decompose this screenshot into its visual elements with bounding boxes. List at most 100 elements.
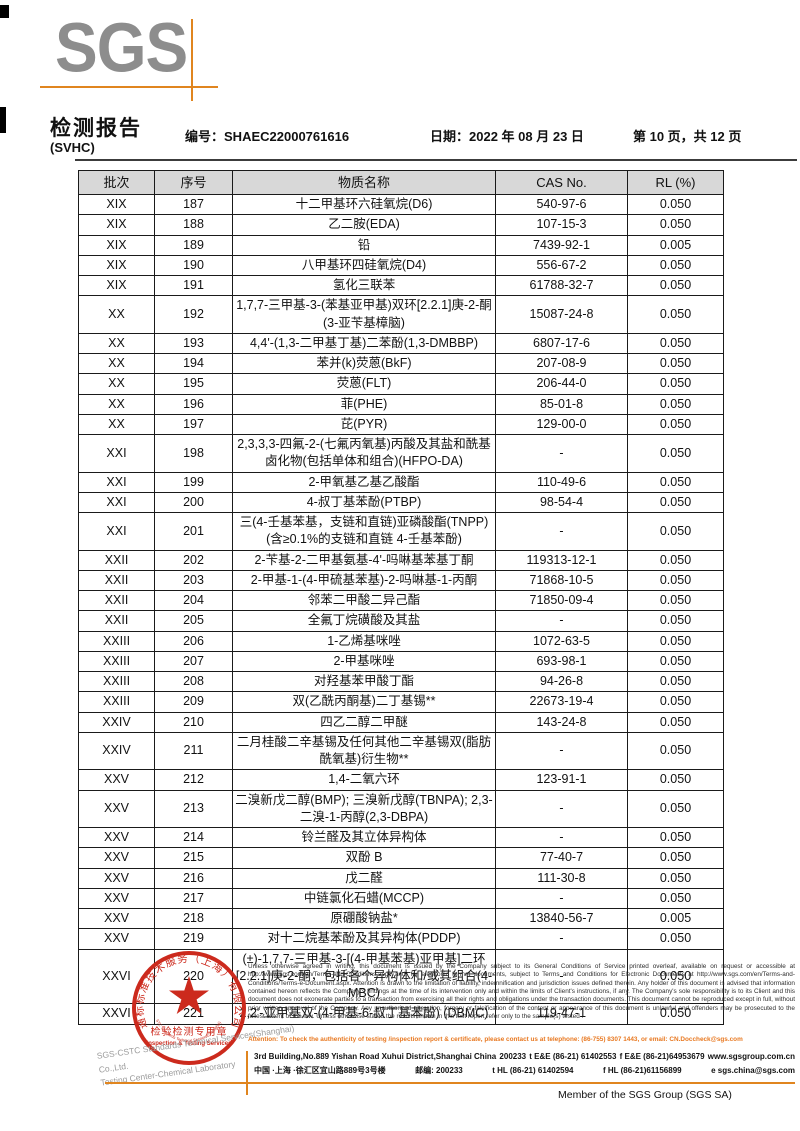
cas-cell: 540-97-6: [495, 193, 628, 216]
seq-cell: 207: [154, 650, 233, 673]
seq-cell: 201: [154, 512, 233, 551]
table-row: XXIII 209 双(乙酰丙酮基)二丁基锡** 22673-19-4 0.050: [78, 691, 724, 713]
seq-cell: 214: [154, 826, 233, 849]
substance-name-cell: 4,4'-(1,3-二甲基丁基)二苯酚(1,3-DMBBP): [232, 332, 496, 355]
cas-cell: 129-00-0: [495, 413, 628, 436]
address-line-cn: 中国 ·上海 ·徐汇区宜山路889号3号楼 邮编: 200233 t HL (8…: [254, 1065, 795, 1076]
cas-cell: 15087-24-8: [495, 295, 628, 334]
sgs-member-text: Member of the SGS Group (SGS SA): [558, 1089, 732, 1101]
scan-artifact: [0, 5, 9, 18]
substance-name-cell: 三(4-壬基苯基，支链和直链)亚磷酸酯(TNPP)(含≥0.1%的支链和直链 4…: [232, 512, 496, 551]
rl-cell: 0.005: [627, 234, 724, 256]
cas-cell: 6807-17-6: [495, 332, 628, 355]
cas-cell: 123-91-1: [495, 769, 628, 791]
rl-cell: 0.050: [627, 295, 724, 334]
rl-cell: 0.050: [627, 847, 724, 869]
cas-cell: 207-08-9: [495, 352, 628, 375]
table-row: XXV 213 二溴新戊二醇(BMP); 三溴新戊醇(TBNPA); 2,3-二溴-…: [78, 789, 724, 828]
cas-cell: -: [495, 826, 628, 849]
table-row: XXII 203 2-甲基-1-(4-甲硫基苯基)-2-吗啉基-1-丙酮 71868-…: [78, 569, 724, 592]
cas-cell: -: [495, 731, 628, 771]
batch-cell: XXV: [78, 907, 155, 930]
col-header-batch: 批次: [78, 170, 155, 195]
address-divider-line: [246, 1051, 248, 1095]
batch-cell: XXV: [78, 826, 155, 849]
table-row: XIX 187 十二甲基环六硅氧烷(D6) 540-97-6 0.050: [78, 193, 724, 216]
batch-cell: XXV: [78, 769, 155, 791]
table-row: XIX 191 氢化三联苯 61788-32-7 0.050: [78, 274, 724, 297]
page-indicator: 第 10 页，共 12 页: [633, 129, 742, 144]
substance-name-cell: 中链氯化石蜡(MCCP): [232, 887, 496, 910]
rl-cell: 0.050: [627, 589, 724, 612]
report-number-label: 编号：: [185, 129, 225, 144]
substance-name-cell: 戊二醛: [232, 867, 496, 889]
table-row: XXVI 220 (±)-1,7,7-三甲基-3-[(4-甲基苯基)亚甲基]二环[2…: [78, 948, 724, 1005]
address-block: 3rd Building,No.889 Yishan Road Xuhui Di…: [254, 1052, 795, 1080]
table-row: XIX 189 铅 7439-92-1 0.005: [78, 234, 724, 256]
substance-name-cell: 2-甲基-1-(4-甲硫基苯基)-2-吗啉基-1-丙酮: [232, 569, 496, 592]
rl-cell: 0.050: [627, 373, 724, 395]
seq-cell: 203: [154, 569, 233, 592]
substance-name-cell: 四乙二醇二甲醚: [232, 711, 496, 733]
rl-cell: 0.050: [627, 569, 724, 592]
rl-cell: 0.050: [627, 731, 724, 771]
rl-cell: 0.050: [627, 670, 724, 693]
website-url[interactable]: www.sgsgroup.com.cn: [707, 1052, 795, 1061]
col-header-cas-no: CAS No.: [495, 170, 628, 195]
col-header-rl: RL (%): [627, 170, 724, 195]
cas-cell: 77-40-7: [495, 847, 628, 869]
batch-cell: XXII: [78, 589, 155, 612]
batch-cell: XX: [78, 352, 155, 375]
report-number: 编号：SHAEC22000761616: [185, 126, 349, 145]
report-date: 日期：2022 年 08 月 23 日: [430, 126, 584, 145]
seq-cell: 212: [154, 769, 233, 791]
seq-cell: 210: [154, 711, 233, 733]
email-address[interactable]: e sgs.china@sgs.com: [711, 1066, 795, 1075]
seq-cell: 189: [154, 234, 233, 256]
batch-cell: XIX: [78, 254, 155, 277]
inspection-stamp: 通标标准技术服务（上海）有限公司 检验检测专用章 Inspection & Te…: [124, 946, 246, 1065]
substances-table: 批次 序号 物质名称 CAS No. RL (%) XIX 187 十二甲基环六硅氧…: [78, 170, 724, 1025]
table-row: XXI 201 三(4-壬基苯基，支链和直链)亚磷酸酯(TNPP)(含≥0.1%的支…: [78, 512, 724, 551]
seq-cell: 199: [154, 471, 233, 493]
seq-cell: 195: [154, 373, 233, 395]
seq-cell: 213: [154, 789, 233, 828]
rl-cell: 0.050: [627, 254, 724, 277]
batch-cell: XIX: [78, 193, 155, 216]
logo-crosshair-vertical-line: [191, 19, 193, 101]
substance-name-cell: 双酚 B: [232, 847, 496, 869]
cas-cell: 206-44-0: [495, 373, 628, 395]
substance-name-cell: 氢化三联苯: [232, 274, 496, 297]
terms-disclaimer-text: Unless otherwise agreed in writing, this…: [248, 963, 795, 1020]
table-row: XXV 217 中链氯化石蜡(MCCP) -0.050: [78, 887, 724, 910]
batch-cell: XXI: [78, 434, 155, 473]
cas-cell: 110-49-6: [495, 471, 628, 493]
seq-cell: 196: [154, 393, 233, 415]
cas-cell: 94-26-8: [495, 670, 628, 693]
rl-cell: 0.050: [627, 1003, 724, 1025]
footer-divider: [105, 1082, 795, 1084]
table-row: XXII 204 邻苯二甲酸二异己酯 71850-09-4 0.050: [78, 589, 724, 612]
substance-name-cell: (±)-1,7,7-三甲基-3-[(4-甲基苯基)亚甲基]二环[2.2.1]庚-…: [232, 948, 496, 1005]
rl-cell: 0.050: [627, 352, 724, 375]
substance-name-cell: 对羟基苯甲酸丁酯: [232, 670, 496, 693]
batch-cell: XXII: [78, 610, 155, 632]
seq-cell: 211: [154, 731, 233, 771]
batch-cell: XXV: [78, 867, 155, 889]
substance-name-cell: 八甲基环四硅氧烷(D4): [232, 254, 496, 277]
table-row: XXIV 211 二月桂酸二辛基锡及任何其他二辛基锡双(脂肪酰氧基)衍生物** -0.…: [78, 731, 724, 771]
stamp-center-sublabel: Inspection & Testing Services: [147, 1041, 233, 1047]
rl-cell: 0.005: [627, 907, 724, 930]
substance-name-cell: 菲(PHE): [232, 393, 496, 415]
table-row: XXII 202 2-苄基-2-二甲基氨基-4'-吗啉基苯基丁酮 119313-12-…: [78, 549, 724, 571]
cas-cell: -: [495, 887, 628, 910]
cas-cell: 556-67-2: [495, 254, 628, 277]
cas-cell: -: [495, 610, 628, 632]
rl-cell: 0.050: [627, 491, 724, 514]
cas-cell: -: [495, 512, 628, 551]
seq-cell: 192: [154, 295, 233, 334]
substance-name-cell: 1-乙烯基咪唑: [232, 630, 496, 652]
batch-cell: XXIII: [78, 670, 155, 693]
substance-name-cell: 1,4-二氧六环: [232, 769, 496, 791]
